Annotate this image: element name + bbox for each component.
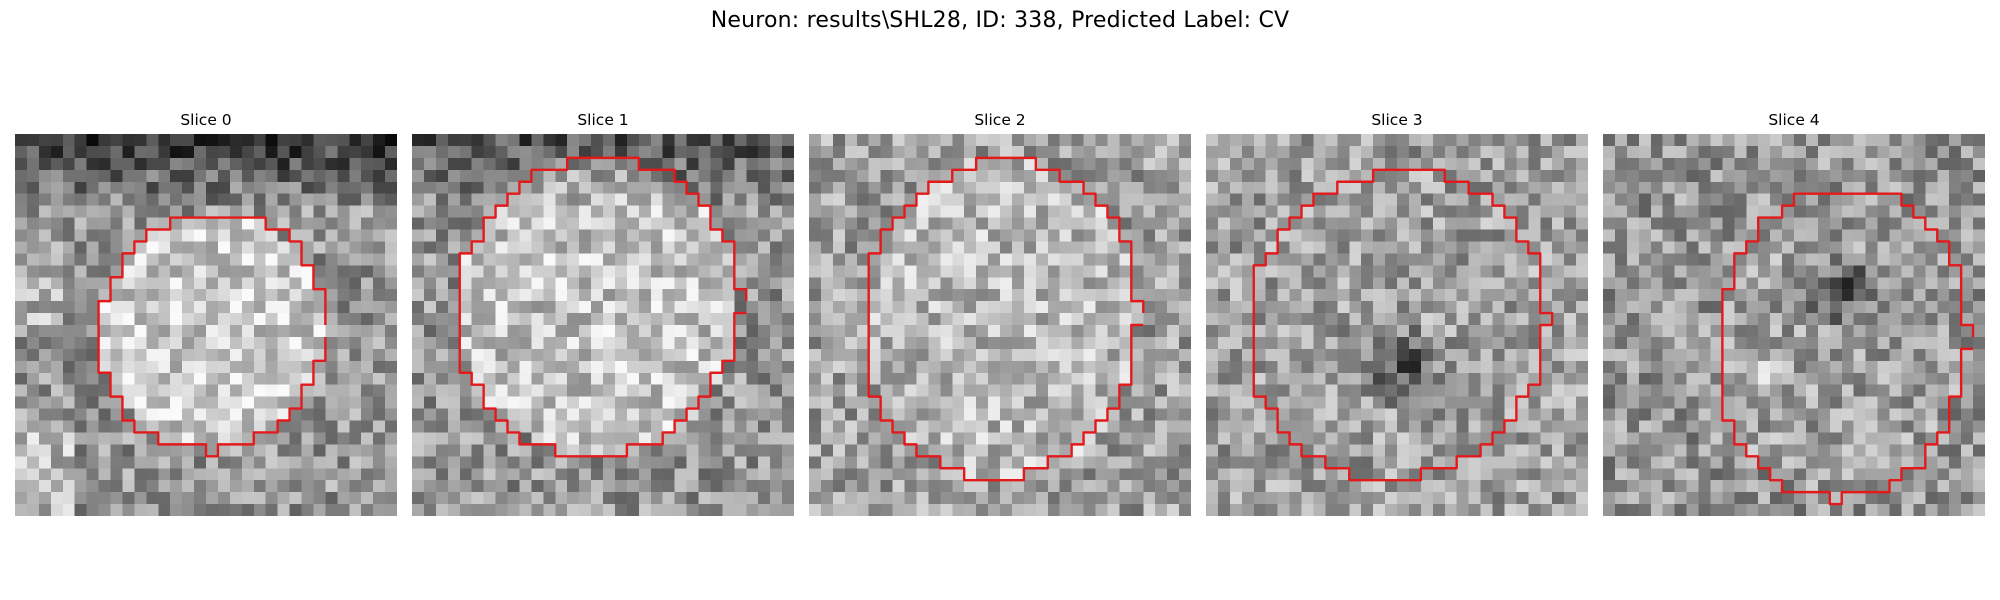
slice-title: Slice 0 [180, 111, 232, 129]
slice-panel-4: Slice 4 [1603, 108, 1985, 516]
figure-title: Neuron: results\SHL28, ID: 338, Predicte… [710, 8, 1290, 33]
slice-image-svg [809, 134, 1191, 516]
segmentation-contour [97, 216, 327, 458]
slice-panel-3: Slice 3 [1206, 108, 1588, 516]
slice-title: Slice 3 [1371, 111, 1423, 129]
slice-title: Slice 4 [1768, 111, 1820, 129]
slice-image [1206, 134, 1588, 516]
slice-image-svg [15, 134, 397, 516]
slice-title: Slice 1 [577, 111, 629, 129]
slice-image-svg [1206, 134, 1588, 516]
slice-panel-2: Slice 2 [809, 108, 1191, 516]
segmentation-contour [458, 156, 748, 458]
slice-image [1603, 134, 1985, 516]
slice-image-svg [412, 134, 794, 516]
slice-panel-1: Slice 1 [412, 108, 794, 516]
slice-image-svg [1603, 134, 1985, 516]
segmentation-contour [1252, 168, 1554, 482]
segmentation-contour [1721, 192, 1975, 506]
segmentation-contour [867, 156, 1145, 482]
slice-image [809, 134, 1191, 516]
slice-image [15, 134, 397, 516]
slice-image [412, 134, 794, 516]
slice-panel-0: Slice 0 [15, 108, 397, 516]
slice-title: Slice 2 [974, 111, 1026, 129]
